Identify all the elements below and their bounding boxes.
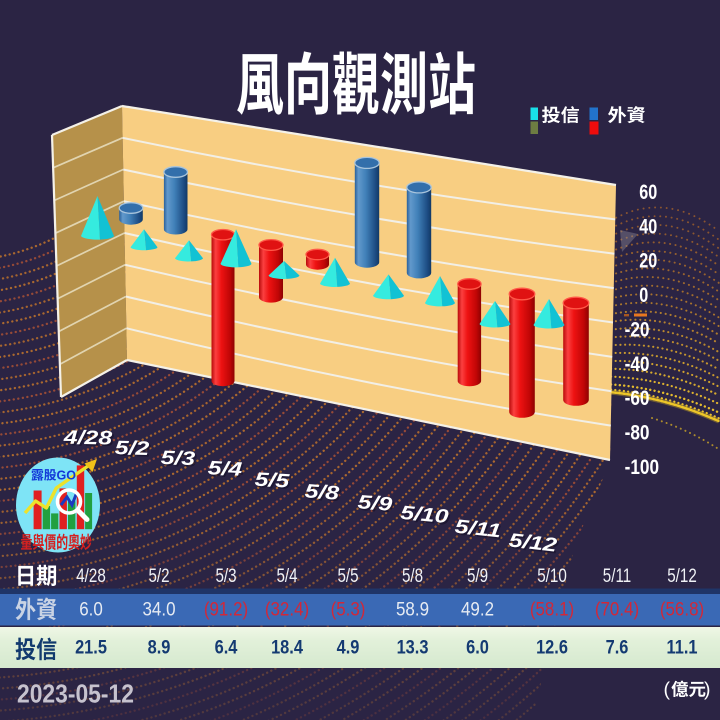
- svg-text:5/10: 5/10: [401, 503, 452, 529]
- svg-text:5/3: 5/3: [215, 564, 236, 586]
- svg-text:5/4: 5/4: [207, 457, 242, 481]
- svg-text:5/11: 5/11: [455, 517, 503, 544]
- svg-text:5/9: 5/9: [467, 564, 488, 586]
- svg-text:(70.4): (70.4): [595, 597, 639, 619]
- svg-text:5/3: 5/3: [162, 448, 198, 471]
- svg-text:8.9: 8.9: [148, 636, 171, 658]
- svg-text:6.4: 6.4: [215, 636, 238, 658]
- svg-text:34.0: 34.0: [142, 597, 175, 619]
- svg-text:49.2: 49.2: [461, 597, 494, 619]
- svg-text:(56.8): (56.8): [660, 597, 704, 619]
- svg-text:(91.2): (91.2): [204, 597, 248, 619]
- svg-text:4/28: 4/28: [64, 428, 114, 451]
- svg-text:5/10: 5/10: [537, 564, 567, 586]
- svg-text:5/4: 5/4: [209, 458, 244, 482]
- svg-text:(5.3): (5.3): [331, 597, 366, 619]
- svg-text:5/2: 5/2: [116, 438, 152, 461]
- svg-text:5/9: 5/9: [357, 491, 394, 516]
- svg-text:0: 0: [639, 283, 648, 307]
- svg-text:5/5: 5/5: [254, 468, 290, 492]
- svg-text:(: (: [664, 679, 671, 701]
- svg-text:5/2: 5/2: [148, 564, 169, 586]
- svg-text:5/3: 5/3: [160, 446, 196, 469]
- svg-text:5/5: 5/5: [256, 470, 292, 494]
- svg-text:5/11: 5/11: [603, 564, 631, 586]
- svg-text:5/9: 5/9: [359, 492, 396, 517]
- svg-text:(58.1): (58.1): [530, 597, 574, 619]
- svg-text:6.0: 6.0: [466, 636, 489, 658]
- svg-text:5/4: 5/4: [276, 564, 297, 586]
- svg-text:5/8: 5/8: [306, 482, 343, 506]
- svg-text:20: 20: [639, 249, 657, 273]
- svg-text:5/11: 5/11: [454, 515, 502, 542]
- svg-text:7.6: 7.6: [606, 636, 629, 658]
- svg-text:60: 60: [639, 180, 657, 204]
- svg-text:6.0: 6.0: [79, 597, 103, 619]
- svg-text:12.6: 12.6: [536, 636, 568, 658]
- svg-text:5/5: 5/5: [337, 564, 358, 586]
- svg-text:4.9: 4.9: [337, 636, 360, 658]
- svg-text:GO: GO: [57, 469, 77, 483]
- svg-text:5/2: 5/2: [114, 437, 150, 460]
- svg-text:40: 40: [639, 214, 657, 238]
- svg-text:): ): [704, 679, 711, 701]
- svg-text:5/8: 5/8: [402, 564, 423, 586]
- svg-text:5/12: 5/12: [508, 529, 559, 556]
- svg-text:5/12: 5/12: [509, 531, 560, 558]
- svg-text:4/28: 4/28: [63, 426, 113, 449]
- svg-text:(32.4): (32.4): [265, 597, 309, 619]
- svg-text:5/12: 5/12: [667, 564, 697, 586]
- svg-text:2023-05-12: 2023-05-12: [17, 680, 134, 709]
- svg-text:18.4: 18.4: [271, 636, 303, 658]
- svg-text:-60: -60: [625, 388, 650, 411]
- svg-text:-40: -40: [625, 353, 650, 376]
- svg-text:-20: -20: [625, 319, 650, 342]
- svg-text:5/8: 5/8: [304, 480, 341, 504]
- svg-text:4/28: 4/28: [76, 564, 106, 586]
- svg-text:5/10: 5/10: [399, 501, 450, 527]
- svg-text:11.1: 11.1: [667, 636, 698, 658]
- svg-text:-100: -100: [625, 456, 659, 479]
- svg-text:-80: -80: [625, 422, 650, 445]
- svg-text:13.3: 13.3: [397, 636, 429, 658]
- svg-text:58.9: 58.9: [396, 597, 429, 619]
- svg-text:21.5: 21.5: [75, 636, 107, 658]
